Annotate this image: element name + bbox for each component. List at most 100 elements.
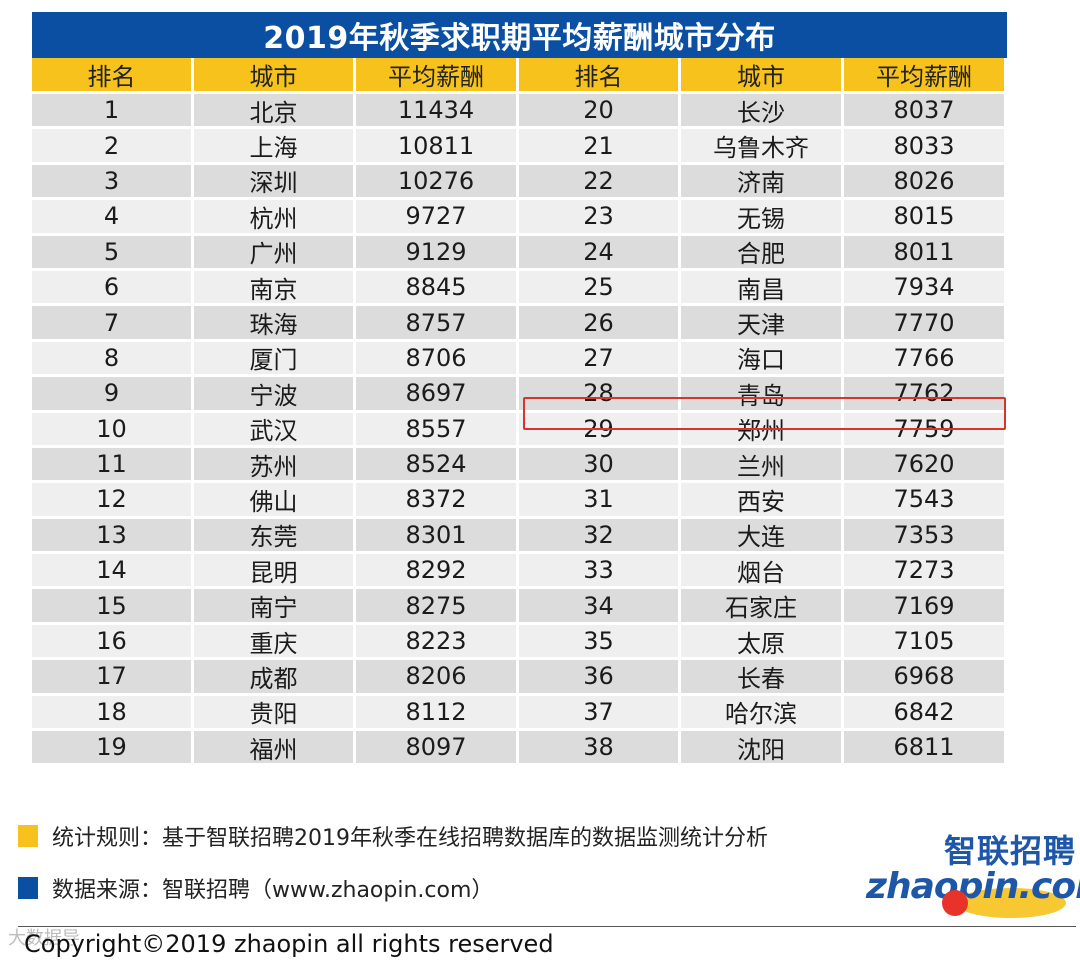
cell-city-right: 长春 bbox=[681, 660, 844, 696]
cell-city-right: 石家庄 bbox=[681, 589, 844, 625]
cell-salary-right: 8026 bbox=[844, 164, 1007, 201]
note-rule: 统计规则：基于智联招聘2019年秋季在线招聘数据库的数据监测统计分析 bbox=[18, 818, 768, 854]
cell-city-left: 广州 bbox=[194, 235, 356, 271]
cell-salary-left: 8524 bbox=[356, 447, 519, 484]
cell-salary-right: 8037 bbox=[844, 94, 1007, 130]
cell-salary-right: 7759 bbox=[844, 412, 1007, 448]
cell-rank-left: 15 bbox=[32, 589, 194, 625]
table-row: 6 南京 8845 25 南昌 7934 bbox=[32, 270, 1007, 307]
header-rank-2: 排名 bbox=[519, 58, 681, 94]
cell-city-right: 南昌 bbox=[681, 270, 844, 307]
cell-city-left: 苏州 bbox=[194, 447, 356, 484]
cell-salary-left: 8206 bbox=[356, 660, 519, 696]
cell-rank-right: 29 bbox=[519, 412, 681, 448]
table-row: 15 南宁 8275 34 石家庄 7169 bbox=[32, 589, 1007, 625]
cell-rank-right: 36 bbox=[519, 660, 681, 696]
table-row: 3 深圳 10276 22 济南 8026 bbox=[32, 164, 1007, 201]
cell-city-right: 郑州 bbox=[681, 412, 844, 448]
cell-salary-left: 11434 bbox=[356, 94, 519, 130]
cell-city-right: 长沙 bbox=[681, 94, 844, 130]
table-row: 1 北京 11434 20 长沙 8037 bbox=[32, 94, 1007, 130]
yellow-square-icon bbox=[18, 825, 38, 847]
cell-rank-right: 28 bbox=[519, 377, 681, 413]
cell-city-left: 宁波 bbox=[194, 377, 356, 413]
cell-salary-right: 7766 bbox=[844, 341, 1007, 378]
cell-city-left: 南宁 bbox=[194, 589, 356, 625]
note-source: 数据来源：智联招聘（www.zhaopin.com） bbox=[18, 870, 768, 906]
cell-city-right: 合肥 bbox=[681, 235, 844, 271]
cell-city-right: 兰州 bbox=[681, 447, 844, 484]
cell-rank-right: 22 bbox=[519, 164, 681, 201]
logo-ball-icon bbox=[942, 890, 968, 916]
cell-salary-left: 8301 bbox=[356, 518, 519, 555]
cell-city-left: 贵阳 bbox=[194, 695, 356, 732]
cell-salary-right: 8033 bbox=[844, 129, 1007, 165]
cell-salary-right: 6842 bbox=[844, 695, 1007, 732]
cell-rank-left: 7 bbox=[32, 306, 194, 342]
table-row: 4 杭州 9727 23 无锡 8015 bbox=[32, 200, 1007, 236]
blue-square-icon bbox=[18, 877, 38, 899]
cell-rank-left: 1 bbox=[32, 94, 194, 130]
cell-rank-right: 35 bbox=[519, 624, 681, 661]
cell-salary-right: 7620 bbox=[844, 447, 1007, 484]
cell-salary-right: 8011 bbox=[844, 235, 1007, 271]
cell-salary-left: 8706 bbox=[356, 341, 519, 378]
cell-salary-left: 8292 bbox=[356, 554, 519, 590]
logo-en-text: zhaopin.com bbox=[866, 866, 1080, 907]
cell-city-left: 深圳 bbox=[194, 164, 356, 201]
table-row: 16 重庆 8223 35 太原 7105 bbox=[32, 624, 1007, 661]
cell-salary-right: 6968 bbox=[844, 660, 1007, 696]
header-salary-1: 平均薪酬 bbox=[356, 58, 519, 94]
cell-city-right: 无锡 bbox=[681, 200, 844, 236]
cell-rank-right: 30 bbox=[519, 447, 681, 484]
table-row: 12 佛山 8372 31 西安 7543 bbox=[32, 483, 1007, 519]
cell-rank-left: 14 bbox=[32, 554, 194, 590]
cell-city-left: 杭州 bbox=[194, 200, 356, 236]
cell-salary-left: 10811 bbox=[356, 129, 519, 165]
table-body: 1 北京 11434 20 长沙 8037 2 上海 10811 21 乌鲁木齐 8033 3 深圳 102… bbox=[32, 94, 1007, 767]
table-row: 14 昆明 8292 33 烟台 7273 bbox=[32, 554, 1007, 590]
cell-city-left: 重庆 bbox=[194, 624, 356, 661]
cell-rank-left: 10 bbox=[32, 412, 194, 448]
cell-salary-right: 7543 bbox=[844, 483, 1007, 519]
cell-city-right: 大连 bbox=[681, 518, 844, 555]
cell-salary-right: 7273 bbox=[844, 554, 1007, 590]
cell-salary-left: 8097 bbox=[356, 731, 519, 767]
cell-rank-left: 17 bbox=[32, 660, 194, 696]
cell-rank-left: 8 bbox=[32, 341, 194, 378]
cell-salary-right: 6811 bbox=[844, 731, 1007, 767]
header-rank-1: 排名 bbox=[32, 58, 194, 94]
table-row: 7 珠海 8757 26 天津 7770 bbox=[32, 306, 1007, 342]
header-city-1: 城市 bbox=[194, 58, 356, 94]
cell-city-left: 东莞 bbox=[194, 518, 356, 555]
cell-rank-right: 21 bbox=[519, 129, 681, 165]
copyright: Copyright©2019 zhaopin all rights reserv… bbox=[24, 930, 554, 958]
cell-rank-right: 37 bbox=[519, 695, 681, 732]
cell-salary-right: 7105 bbox=[844, 624, 1007, 661]
cell-city-right: 乌鲁木齐 bbox=[681, 129, 844, 165]
table-row: 13 东莞 8301 32 大连 7353 bbox=[32, 518, 1007, 555]
cell-salary-left: 8845 bbox=[356, 270, 519, 307]
cell-salary-right: 7762 bbox=[844, 377, 1007, 413]
cell-rank-left: 3 bbox=[32, 164, 194, 201]
cell-city-left: 成都 bbox=[194, 660, 356, 696]
cell-rank-right: 34 bbox=[519, 589, 681, 625]
cell-city-left: 厦门 bbox=[194, 341, 356, 378]
cell-rank-left: 4 bbox=[32, 200, 194, 236]
table-title: 2019年秋季求职期平均薪酬城市分布 bbox=[32, 12, 1007, 58]
cell-rank-right: 27 bbox=[519, 341, 681, 378]
cell-salary-left: 8757 bbox=[356, 306, 519, 342]
cell-rank-right: 26 bbox=[519, 306, 681, 342]
cell-salary-right: 7353 bbox=[844, 518, 1007, 555]
header-city-2: 城市 bbox=[681, 58, 844, 94]
cell-salary-right: 7770 bbox=[844, 306, 1007, 342]
cell-city-right: 烟台 bbox=[681, 554, 844, 590]
cell-city-right: 西安 bbox=[681, 483, 844, 519]
cell-rank-left: 11 bbox=[32, 447, 194, 484]
cell-salary-right: 7934 bbox=[844, 270, 1007, 307]
cell-city-left: 上海 bbox=[194, 129, 356, 165]
cell-rank-left: 16 bbox=[32, 624, 194, 661]
table-row: 17 成都 8206 36 长春 6968 bbox=[32, 660, 1007, 696]
logo-cn-text: 智联招聘 bbox=[943, 832, 1076, 870]
salary-table: 排名 城市 平均薪酬 排名 城市 平均薪酬 1 北京 11434 20 长沙 8037 2 上… bbox=[32, 58, 1007, 767]
